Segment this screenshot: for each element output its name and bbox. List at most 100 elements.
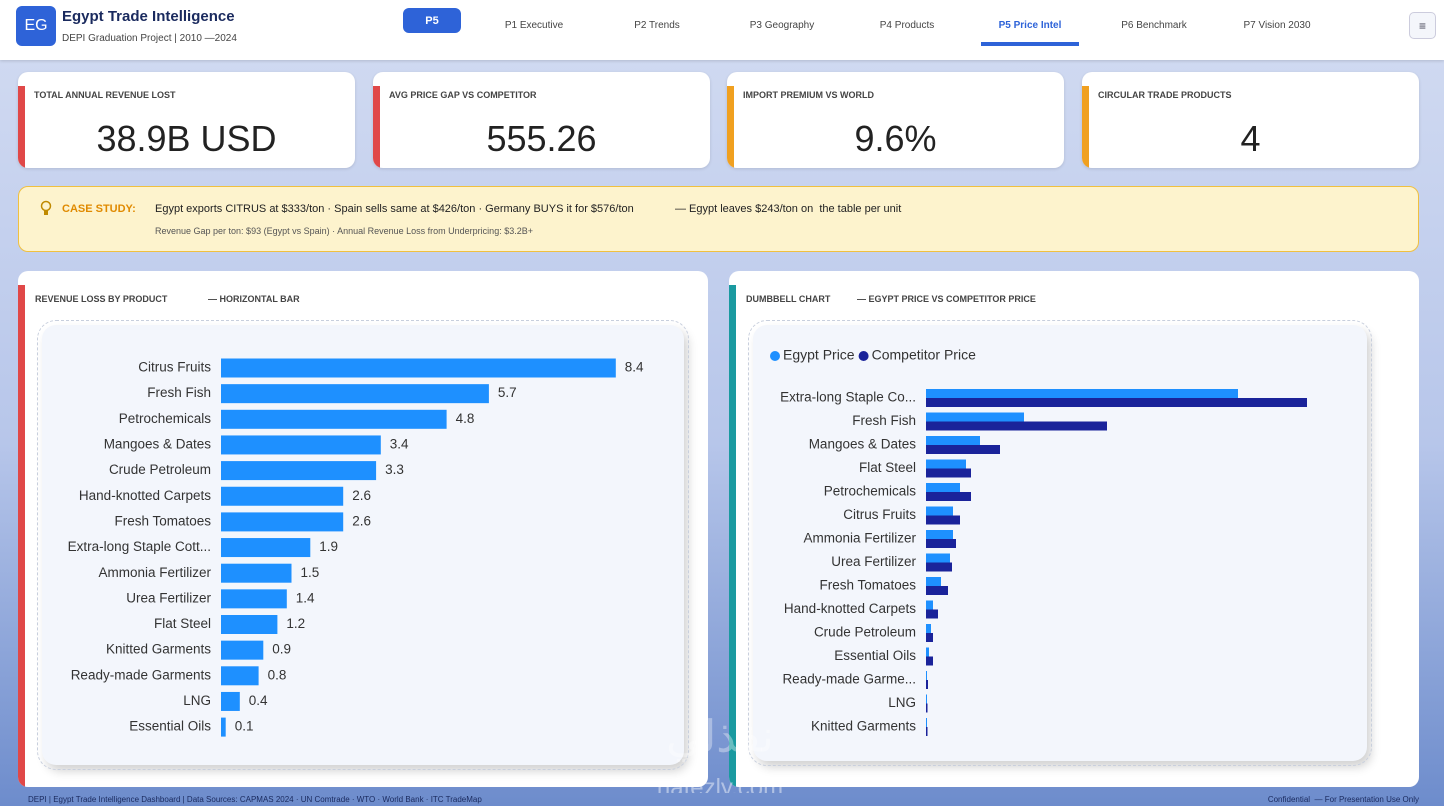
bar — [926, 562, 952, 572]
category-label: LNG — [183, 693, 211, 708]
bar — [926, 656, 933, 666]
nav-tab[interactable]: P3 Geography — [749, 20, 815, 31]
bar — [926, 445, 1000, 454]
bar — [221, 486, 344, 506]
category-label: Extra-long Staple Co... — [780, 390, 916, 405]
bar — [926, 389, 1238, 398]
kpi-value: 9.6% — [854, 118, 937, 159]
logo: EG — [16, 6, 56, 46]
kpi-label: CIRCULAR TRADE PRODUCTS — [1098, 90, 1232, 100]
watermark: nafezly.com — [657, 774, 783, 793]
bar — [221, 538, 311, 558]
active-tab-underline — [981, 42, 1079, 46]
bar — [926, 718, 927, 727]
footer-right: Confidential — For Presentation Use Only — [1267, 795, 1419, 804]
kpi-accent — [727, 86, 734, 168]
bar — [221, 384, 489, 404]
category-label: Fresh Fish — [147, 385, 211, 400]
data-label: 3.3 — [385, 462, 404, 477]
kpi-card: CIRCULAR TRADE PRODUCTS 4 — [1082, 72, 1419, 168]
category-label: Ammonia Fertilizer — [803, 531, 916, 546]
category-label: Knitted Garments — [106, 642, 211, 657]
category-label: Ready-made Garme... — [782, 672, 916, 687]
panel-accent — [18, 285, 25, 787]
nav-tab[interactable]: P1 Executive — [504, 20, 564, 31]
bar — [926, 506, 953, 516]
category-label: Citrus Fruits — [138, 360, 211, 375]
panel-title: DUMBBELL CHART — [746, 294, 831, 304]
bar — [221, 717, 226, 737]
bar — [926, 633, 933, 642]
data-label: 4.8 — [456, 411, 475, 426]
data-label: 2.6 — [352, 488, 371, 503]
bar — [221, 358, 616, 378]
menu-button[interactable]: ≡ — [1409, 12, 1436, 39]
nav-tab[interactable]: P6 Benchmark — [1121, 20, 1187, 31]
kpi-label: AVG PRICE GAP VS COMPETITOR — [389, 90, 537, 100]
data-label: 1.4 — [296, 590, 315, 605]
data-label: 5.7 — [498, 385, 517, 400]
kpi-label: TOTAL ANNUAL REVENUE LOST — [34, 90, 176, 100]
kpi-value: 4 — [1240, 118, 1261, 159]
case-study-banner: CASE STUDY: Egypt exports CITRUS at $333… — [18, 186, 1419, 252]
bar — [926, 412, 1024, 422]
category-label: Fresh Tomatoes — [114, 513, 211, 528]
panel-accent — [729, 285, 736, 787]
data-label: 0.9 — [272, 642, 291, 657]
bar — [221, 512, 344, 532]
panel-title: REVENUE LOSS BY PRODUCT — [35, 294, 168, 304]
category-label: Extra-long Staple Cott... — [68, 539, 211, 554]
nav-tab[interactable]: P5 Price Intel — [998, 20, 1062, 31]
category-label: Urea Fertilizer — [126, 590, 211, 605]
category-label: Essential Oils — [834, 648, 916, 663]
bar — [926, 703, 928, 713]
bar — [926, 530, 953, 539]
nav-tab[interactable]: P7 Vision 2030 — [1243, 20, 1311, 31]
category-label: Mangoes & Dates — [809, 437, 917, 452]
bar — [926, 694, 927, 704]
bar — [221, 666, 259, 686]
bar — [926, 647, 929, 657]
data-label: 0.1 — [235, 719, 254, 734]
category-label: Ammonia Fertilizer — [98, 565, 211, 580]
category-label: Mangoes & Dates — [104, 437, 212, 452]
nav-tab[interactable]: P4 Products — [879, 20, 935, 31]
category-label: Hand-knotted Carpets — [784, 601, 916, 616]
bar — [926, 468, 971, 478]
kpi-card: IMPORT PREMIUM VS WORLD 9.6% — [727, 72, 1064, 168]
bar — [926, 421, 1107, 431]
data-label: 1.9 — [319, 539, 338, 554]
app-title: Egypt Trade Intelligence — [62, 8, 235, 25]
data-label: 1.2 — [286, 616, 305, 631]
data-label: 0.8 — [268, 667, 287, 682]
category-label: Petrochemicals — [824, 484, 917, 499]
bar — [926, 586, 948, 595]
kpi-label: IMPORT PREMIUM VS WORLD — [743, 90, 874, 100]
bar — [926, 539, 956, 548]
bar — [926, 671, 927, 680]
category-label: LNG — [888, 695, 916, 710]
bar — [926, 577, 941, 586]
category-label: Flat Steel — [859, 460, 916, 475]
app-subtitle: DEPI Graduation Project | 2010 —2024 — [62, 33, 237, 44]
kpi-value: 555.26 — [486, 118, 597, 159]
category-label: Petrochemicals — [119, 411, 212, 426]
legend-swatch — [770, 351, 780, 361]
case-study-text: — Egypt leaves $243/ton on the table per… — [675, 203, 902, 215]
bar — [926, 624, 931, 633]
data-label: 3.4 — [390, 437, 409, 452]
footer: DEPI | Egypt Trade Intelligence Dashboar… — [0, 793, 1444, 806]
bar — [926, 553, 950, 563]
case-study-label: CASE STUDY: — [62, 203, 136, 215]
category-label: Fresh Tomatoes — [819, 578, 916, 593]
page-badge[interactable]: P5 — [403, 8, 461, 33]
bar — [926, 459, 966, 469]
header: EG Egypt Trade Intelligence DEPI Graduat… — [0, 0, 1444, 60]
bar — [926, 515, 960, 525]
nav-tab[interactable]: P2 Trends — [634, 20, 680, 31]
kpi-value: 38.9B USD — [96, 118, 277, 159]
kpi-accent — [373, 86, 380, 168]
legend-label: Competitor Price — [872, 347, 976, 363]
